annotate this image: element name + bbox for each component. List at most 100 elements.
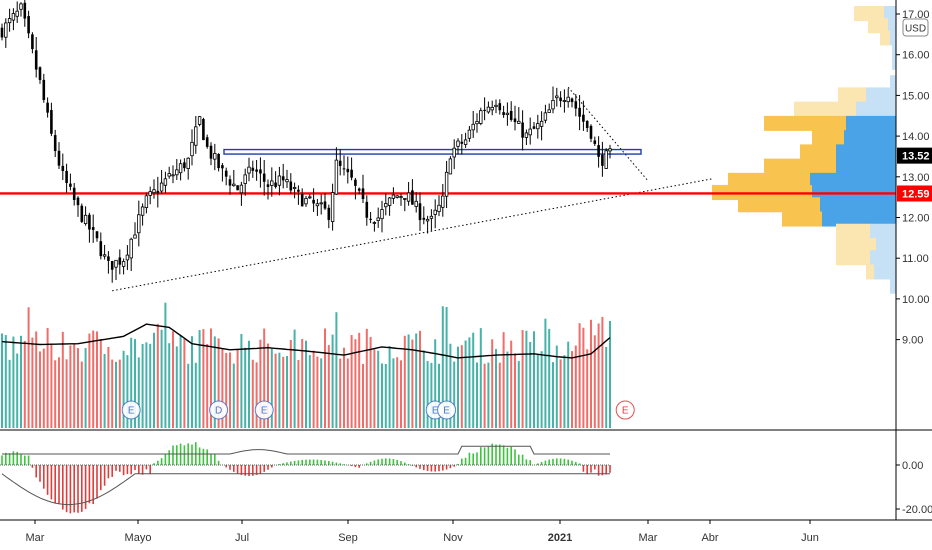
candle-body-down [521,122,524,138]
candle-body-up [102,254,107,257]
profile-bar-up [794,101,856,117]
candle-body-down [327,207,331,220]
candle-body-up [83,214,88,224]
volume-bar-down [202,329,205,428]
profile-bar-down [888,18,896,34]
price-tick-label: 9.00 [902,335,923,347]
volume-bar-up [540,351,543,428]
profile-bar-down [890,75,896,91]
candle-body-up [414,200,418,207]
volume-bar-down [358,332,361,428]
profile-bar-down [810,172,896,188]
volume-bar-up [145,342,148,428]
candle-body-down [46,102,49,113]
candle-body-down [27,16,30,34]
candle-body-down [483,109,486,111]
candle-body-up [148,191,152,196]
profile-bar-up [868,18,888,34]
volume-bar-up [506,351,509,428]
time-tick-label: Mar [26,532,45,544]
volume-bar-up [187,363,190,428]
volume-bar-up [137,357,140,428]
candle-body-down [300,194,304,207]
volume-bar-down [282,356,285,428]
price-tick-label: 11.00 [902,253,929,265]
candle-body-up [399,196,403,198]
candle-body-down [570,98,574,103]
volume-bar-up [529,341,532,428]
price-axis: 17.00 16.00 15.00 14.00 13.00 12.00 11.00 10.00… [896,9,932,516]
candle-body-up [475,121,479,125]
candle-body-up [330,192,335,222]
candle-body-up [608,148,612,152]
candle-body-up [387,197,392,206]
volume-bar-down [396,357,399,428]
volume-bar-down [50,343,53,428]
candle-body-up [551,100,555,110]
volume-bar-up [122,350,125,428]
falling-trendline [567,86,649,182]
volume-bar-down [343,347,345,428]
volume-bar-up [495,348,497,428]
candle-body-up [543,112,548,121]
volume-bar-down [510,340,513,428]
candle-body-down [209,145,213,159]
volume-bar-down [99,339,102,428]
volume-bar-up [320,358,323,428]
candle-body-up [114,259,118,268]
profile-bar-down [870,223,896,239]
volume-bar-down [229,352,231,428]
candle-body-up [129,238,133,259]
candle-body-down [76,197,80,206]
volume-bar-up [548,328,551,428]
candle-body-up [539,120,544,127]
profile-bar-down [846,115,896,131]
volume-bar-down [460,345,463,428]
volume-bar-down [601,316,604,428]
earnings-marker-label: E [443,406,450,417]
volume-bar-down [514,353,516,428]
profile-bar-up [728,172,810,188]
candle-body-down [80,205,84,222]
candle-body-up [159,182,164,192]
time-tick-label: Nov [443,532,463,544]
volume-bar-down [297,360,300,428]
candle-body-down [297,189,300,192]
candle-body-down [342,168,346,170]
volume-bar-down [96,331,98,428]
candle-body-down [312,199,315,204]
volume-bar-up [286,355,288,428]
oscillator-tick-label: -20.00 [902,504,932,516]
candle-body-down [350,169,353,178]
volume-bar-down [521,330,524,428]
candle-body-up [285,179,289,183]
volume-bar-down [172,331,174,428]
profile-bar-up [836,250,870,266]
candle-body-up [239,184,244,194]
volume-bar-down [255,362,258,428]
volume-bar-up [198,330,201,428]
candle-body-up [528,128,532,136]
candle-body-up [137,214,141,234]
volume-bar-down [236,348,239,428]
candle-body-up [555,95,559,99]
profile-bar-up [764,158,836,174]
volume-bar-up [141,343,144,428]
volume-bar-up [438,363,440,428]
volume-ma-line [1,323,611,359]
candle-body-down [34,50,38,70]
volume-bar-down [54,360,57,428]
candle-body-down [221,165,224,169]
volume-bar-up [115,361,117,428]
candle-body-up [334,159,339,195]
profile-bar-down [876,237,896,253]
volume-bar-down [183,338,186,428]
candle-body-down [281,176,285,181]
profile-bar-down [844,130,896,146]
candle-body-up [463,139,468,145]
volume-bar-down [267,343,269,428]
earnings-marker [209,400,229,420]
volume-bar-up [533,331,535,428]
volume-bar-up [449,343,452,428]
